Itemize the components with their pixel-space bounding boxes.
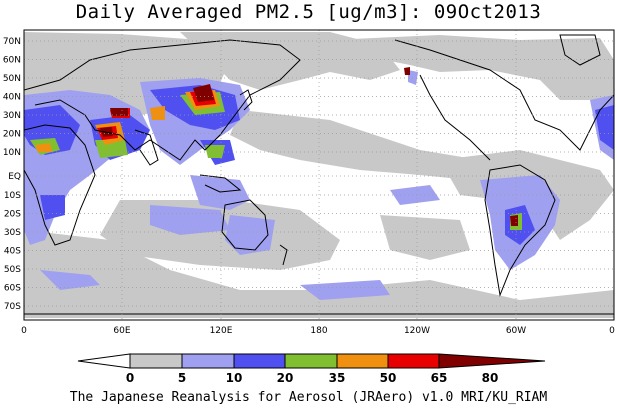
lat-label-50n: 50N bbox=[3, 74, 21, 84]
longitude-axis: 0 60E 120E 180 120W 60W 0 bbox=[21, 326, 615, 336]
colorbar-segment-65-80 bbox=[387, 353, 440, 369]
lon-label-0-right: 0 bbox=[609, 326, 615, 336]
lat-label-40s: 40S bbox=[4, 247, 21, 257]
lon-label-120e: 120E bbox=[210, 326, 233, 336]
lat-label-70n: 70N bbox=[3, 37, 21, 47]
lat-label-20n: 20N bbox=[3, 130, 21, 140]
lat-label-eq: EQ bbox=[8, 172, 21, 182]
lon-label-60e: 60E bbox=[113, 326, 130, 336]
colorbar-segment-5-10 bbox=[129, 353, 183, 369]
lat-label-50s: 50S bbox=[4, 265, 21, 275]
colorbar-label-20: 20 bbox=[277, 371, 294, 385]
lat-label-70s: 70S bbox=[4, 302, 21, 312]
colorbar-label-50: 50 bbox=[380, 371, 397, 385]
lat-label-60n: 60N bbox=[3, 56, 21, 66]
colorbar-segment-0-5 bbox=[77, 353, 131, 369]
colorbar-label-80: 80 bbox=[482, 371, 499, 385]
colorbar-label-10: 10 bbox=[226, 371, 243, 385]
lon-label-180: 180 bbox=[310, 326, 327, 336]
lat-label-20s: 20S bbox=[4, 210, 21, 220]
pm25-concentration-fields bbox=[24, 32, 614, 318]
colorbar-segment-20-35 bbox=[233, 353, 286, 369]
map-title: Daily Averaged PM2.5 [ug/m3]: 09Oct2013 bbox=[75, 1, 542, 23]
colorbar-label-65: 65 bbox=[431, 371, 448, 385]
lat-label-10n: 10N bbox=[3, 148, 21, 158]
colorbar-segment-50-65 bbox=[336, 353, 389, 369]
colorbar bbox=[77, 353, 546, 369]
colorbar-label-35: 35 bbox=[329, 371, 346, 385]
latitude-axis: 70N 60N 50N 40N 30N 20N 10N EQ 10S 20S 3… bbox=[3, 37, 21, 312]
credit-text: The Japanese Reanalysis for Aerosol (JRA… bbox=[69, 390, 548, 405]
lon-label-0-left: 0 bbox=[21, 326, 27, 336]
lat-label-30s: 30S bbox=[4, 228, 21, 238]
colorbar-segment-35-50 bbox=[284, 353, 338, 369]
level-above-80 bbox=[100, 67, 518, 226]
colorbar-labels: 0 5 10 20 35 50 65 80 bbox=[126, 371, 499, 385]
colorbar-label-5: 5 bbox=[178, 371, 186, 385]
lat-label-60s: 60S bbox=[4, 284, 21, 294]
colorbar-label-0: 0 bbox=[126, 371, 134, 385]
lat-label-10s: 10S bbox=[4, 191, 21, 201]
lat-label-40n: 40N bbox=[3, 93, 21, 103]
lat-label-30n: 30N bbox=[3, 111, 21, 121]
lon-label-120w: 120W bbox=[404, 326, 430, 336]
colorbar-segment-above-80 bbox=[438, 353, 546, 369]
lon-label-60w: 60W bbox=[506, 326, 526, 336]
graticule bbox=[24, 30, 614, 320]
colorbar-segment-10-20 bbox=[181, 353, 235, 369]
